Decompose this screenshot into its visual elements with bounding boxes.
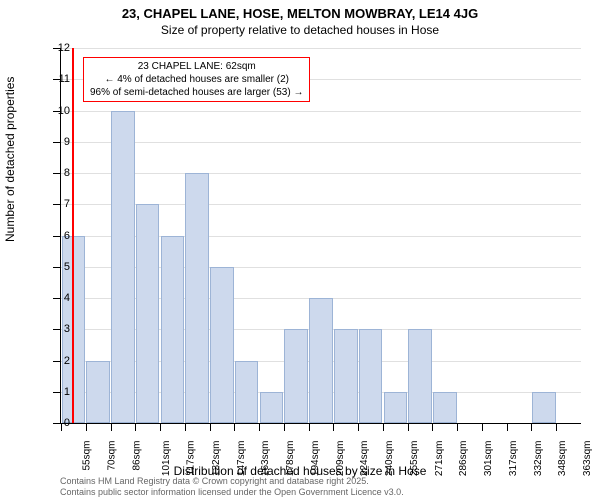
histogram-bar	[86, 361, 110, 424]
y-tick-label: 9	[45, 136, 70, 148]
histogram-bar	[111, 111, 135, 424]
annotation-line2: ← 4% of detached houses are smaller (2)	[90, 73, 303, 86]
chart-subtitle: Size of property relative to detached ho…	[0, 23, 600, 37]
histogram-bar	[433, 392, 457, 423]
footer-line1: Contains HM Land Registry data © Crown c…	[60, 476, 404, 487]
gridline	[61, 48, 581, 49]
x-tick	[358, 423, 359, 431]
y-tick-label: 1	[45, 386, 70, 398]
chart-container: 23, CHAPEL LANE, HOSE, MELTON MOWBRAY, L…	[0, 0, 600, 500]
histogram-bar	[408, 329, 432, 423]
histogram-bar	[359, 329, 383, 423]
x-tick	[507, 423, 508, 431]
y-tick-label: 10	[45, 105, 70, 117]
y-tick-label: 6	[45, 230, 70, 242]
y-tick-label: 4	[45, 292, 70, 304]
x-tick	[234, 423, 235, 431]
histogram-bar	[284, 329, 308, 423]
histogram-bar	[235, 361, 259, 424]
x-tick	[185, 423, 186, 431]
y-tick-label: 11	[45, 73, 70, 85]
histogram-bar	[309, 298, 333, 423]
x-tick	[531, 423, 532, 431]
histogram-bar	[532, 392, 556, 423]
histogram-bar	[136, 204, 160, 423]
y-tick-label: 12	[45, 42, 70, 54]
x-tick	[160, 423, 161, 431]
gridline	[61, 173, 581, 174]
x-tick	[86, 423, 87, 431]
x-tick	[259, 423, 260, 431]
x-tick	[408, 423, 409, 431]
histogram-bar	[161, 236, 185, 424]
y-tick-label: 8	[45, 167, 70, 179]
y-tick-label: 0	[45, 417, 70, 429]
y-tick-label: 7	[45, 198, 70, 210]
footer-text: Contains HM Land Registry data © Crown c…	[60, 476, 404, 498]
annotation-line3: 96% of semi-detached houses are larger (…	[90, 86, 303, 99]
x-tick	[333, 423, 334, 431]
x-tick	[210, 423, 211, 431]
x-tick	[556, 423, 557, 431]
x-tick	[482, 423, 483, 431]
y-tick-label: 5	[45, 261, 70, 273]
footer-line2: Contains public sector information licen…	[60, 487, 404, 498]
y-tick-label: 2	[45, 355, 70, 367]
y-tick-label: 3	[45, 323, 70, 335]
chart-title: 23, CHAPEL LANE, HOSE, MELTON MOWBRAY, L…	[0, 6, 600, 21]
x-tick	[383, 423, 384, 431]
x-tick	[135, 423, 136, 431]
reference-line	[72, 48, 74, 423]
x-tick	[457, 423, 458, 431]
annotation-line1: 23 CHAPEL LANE: 62sqm	[90, 60, 303, 73]
x-tick	[309, 423, 310, 431]
histogram-bar	[334, 329, 358, 423]
histogram-bar	[185, 173, 209, 423]
plot-area: 23 CHAPEL LANE: 62sqm← 4% of detached ho…	[60, 48, 581, 424]
x-tick	[111, 423, 112, 431]
gridline	[61, 111, 581, 112]
histogram-bar	[260, 392, 284, 423]
histogram-bar	[210, 267, 234, 423]
gridline	[61, 142, 581, 143]
histogram-bar	[384, 392, 408, 423]
annotation-box: 23 CHAPEL LANE: 62sqm← 4% of detached ho…	[83, 57, 310, 102]
x-tick	[284, 423, 285, 431]
x-tick	[432, 423, 433, 431]
y-axis-title: Number of detached properties	[3, 77, 17, 242]
